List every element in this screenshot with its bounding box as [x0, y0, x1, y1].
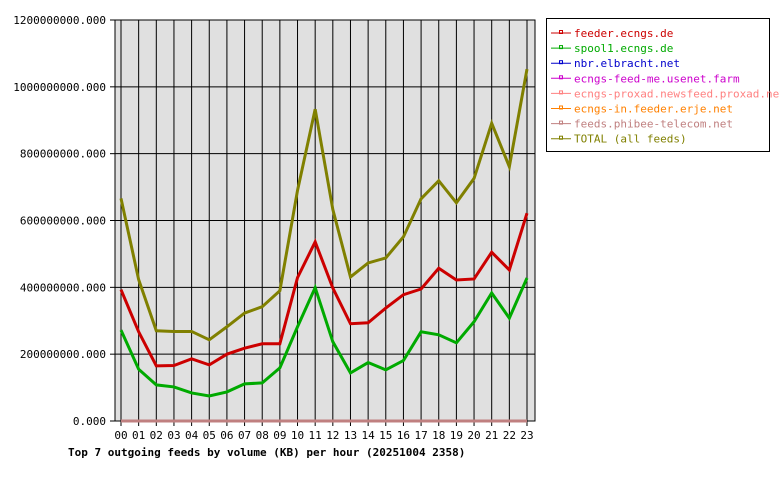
x-tick-label: 02: [150, 429, 163, 442]
x-tick-label: 06: [220, 429, 233, 442]
x-tick-label: 23: [520, 429, 533, 442]
x-tick-label: 20: [467, 429, 480, 442]
legend-marker: [559, 90, 563, 95]
legend-item: nbr.elbracht.net: [551, 57, 680, 70]
x-tick-label: 14: [362, 429, 376, 442]
legend-label: nbr.elbracht.net: [574, 57, 680, 70]
y-tick-label: 800000000.000: [20, 148, 106, 161]
legend-label: ecngs-in.feeder.erje.net: [574, 103, 733, 116]
legend-item: spool1.ecngs.de: [551, 42, 673, 55]
y-tick-label: 400000000.000: [20, 281, 106, 294]
x-tick-label: 22: [503, 429, 516, 442]
legend-label: spool1.ecngs.de: [574, 42, 673, 55]
y-tick-label: 1000000000.000: [13, 81, 106, 94]
x-tick-label: 08: [256, 429, 269, 442]
y-tick-label: 1200000000.000: [13, 14, 106, 27]
legend-marker: [559, 60, 563, 65]
legend-box: [546, 18, 770, 152]
legend-item: ecngs-in.feeder.erje.net: [551, 103, 733, 116]
x-tick-label: 15: [379, 429, 392, 442]
chart-title: Top 7 outgoing feeds by volume (KB) per …: [68, 446, 465, 459]
legend-marker: [559, 30, 563, 34]
x-tick-label: 19: [450, 429, 463, 442]
legend-marker: [559, 75, 563, 80]
legend-label: TOTAL (all feeds): [574, 133, 687, 146]
y-tick-label: 200000000.000: [20, 348, 106, 361]
legend-marker: [559, 45, 563, 50]
x-tick-label: 10: [291, 429, 304, 442]
legend-marker: [559, 120, 563, 125]
x-tick-label: 18: [432, 429, 445, 442]
x-tick-label: 00: [114, 429, 127, 442]
y-tick-label: 600000000.000: [20, 215, 106, 228]
x-tick-label: 17: [414, 429, 427, 442]
x-tick-label: 04: [185, 429, 199, 442]
x-tick-label: 05: [203, 429, 216, 442]
legend-marker: [559, 135, 563, 140]
x-axis: 00 01 02 03 04 05 06 07 08 09 10 11 12 13 14 15 16 17 18 19…: [114, 421, 534, 442]
x-tick-label: 01: [132, 429, 145, 442]
series-lines: [119, 68, 529, 423]
legend-marker: [559, 105, 563, 110]
x-tick-label: 13: [344, 429, 357, 442]
x-tick-label: 16: [397, 429, 410, 442]
legend-label: ecngs-proxad.newsfeed.proxad.net: [574, 87, 780, 100]
legend-item: feeds.phibee-telecom.net: [551, 118, 733, 131]
x-tick-label: 12: [326, 429, 339, 442]
x-tick-label: 07: [238, 429, 251, 442]
x-tick-label: 11: [309, 429, 322, 442]
series-line-0: [119, 212, 529, 368]
y-tick-label: 0.000: [73, 415, 106, 428]
x-tick-label: 03: [167, 429, 180, 442]
x-tick-label: 09: [273, 429, 286, 442]
legend-item: ecngs-feed-me.usenet.farm: [551, 72, 740, 85]
y-axis: 0.000 200000000.000 400000000.000 600000000…: [13, 14, 115, 428]
legend: feeder.ecngs.de spool1.ecngs.de nbr.elbrac…: [546, 18, 780, 152]
legend-item: ecngs-proxad.newsfeed.proxad.net: [551, 87, 780, 100]
x-tick-label: 21: [485, 429, 498, 442]
series-line-7: [119, 68, 529, 342]
legend-item: feeder.ecngs.de: [551, 27, 673, 40]
legend-label: feeder.ecngs.de: [574, 27, 673, 40]
legend-item: TOTAL (all feeds): [551, 133, 687, 146]
legend-label: feeds.phibee-telecom.net: [574, 118, 733, 131]
legend-label: ecngs-feed-me.usenet.farm: [574, 72, 740, 85]
series-line-1: [119, 277, 529, 398]
